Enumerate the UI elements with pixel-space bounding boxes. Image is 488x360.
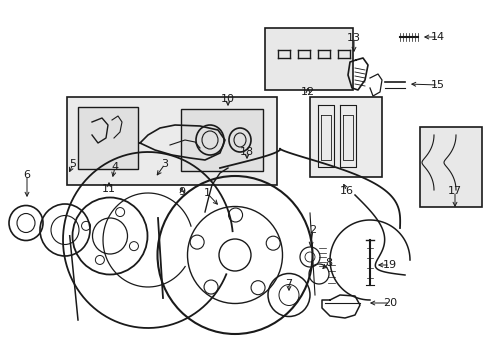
Bar bbox=[419, 127, 481, 207]
Text: 14: 14 bbox=[430, 32, 444, 42]
Text: 16: 16 bbox=[339, 186, 353, 196]
Text: 15: 15 bbox=[430, 80, 444, 90]
Text: 17: 17 bbox=[447, 186, 461, 196]
Text: 20: 20 bbox=[382, 298, 396, 308]
Text: 6: 6 bbox=[23, 170, 30, 180]
Text: 13: 13 bbox=[346, 33, 360, 43]
Text: 9: 9 bbox=[178, 187, 185, 197]
Text: 12: 12 bbox=[300, 87, 314, 97]
Text: 2: 2 bbox=[309, 225, 316, 235]
Text: 7: 7 bbox=[285, 279, 292, 289]
Text: 3: 3 bbox=[161, 159, 168, 169]
Text: 18: 18 bbox=[240, 147, 254, 157]
Bar bbox=[264, 28, 352, 90]
Bar bbox=[309, 97, 381, 177]
Text: 8: 8 bbox=[325, 258, 332, 268]
Text: 11: 11 bbox=[102, 184, 116, 194]
Text: 5: 5 bbox=[69, 159, 76, 169]
Bar bbox=[67, 97, 276, 185]
Text: 10: 10 bbox=[221, 94, 235, 104]
Text: 4: 4 bbox=[111, 162, 118, 172]
Text: 19: 19 bbox=[382, 260, 396, 270]
Text: 1: 1 bbox=[203, 188, 210, 198]
Bar bbox=[78, 107, 138, 169]
Bar bbox=[181, 109, 263, 171]
